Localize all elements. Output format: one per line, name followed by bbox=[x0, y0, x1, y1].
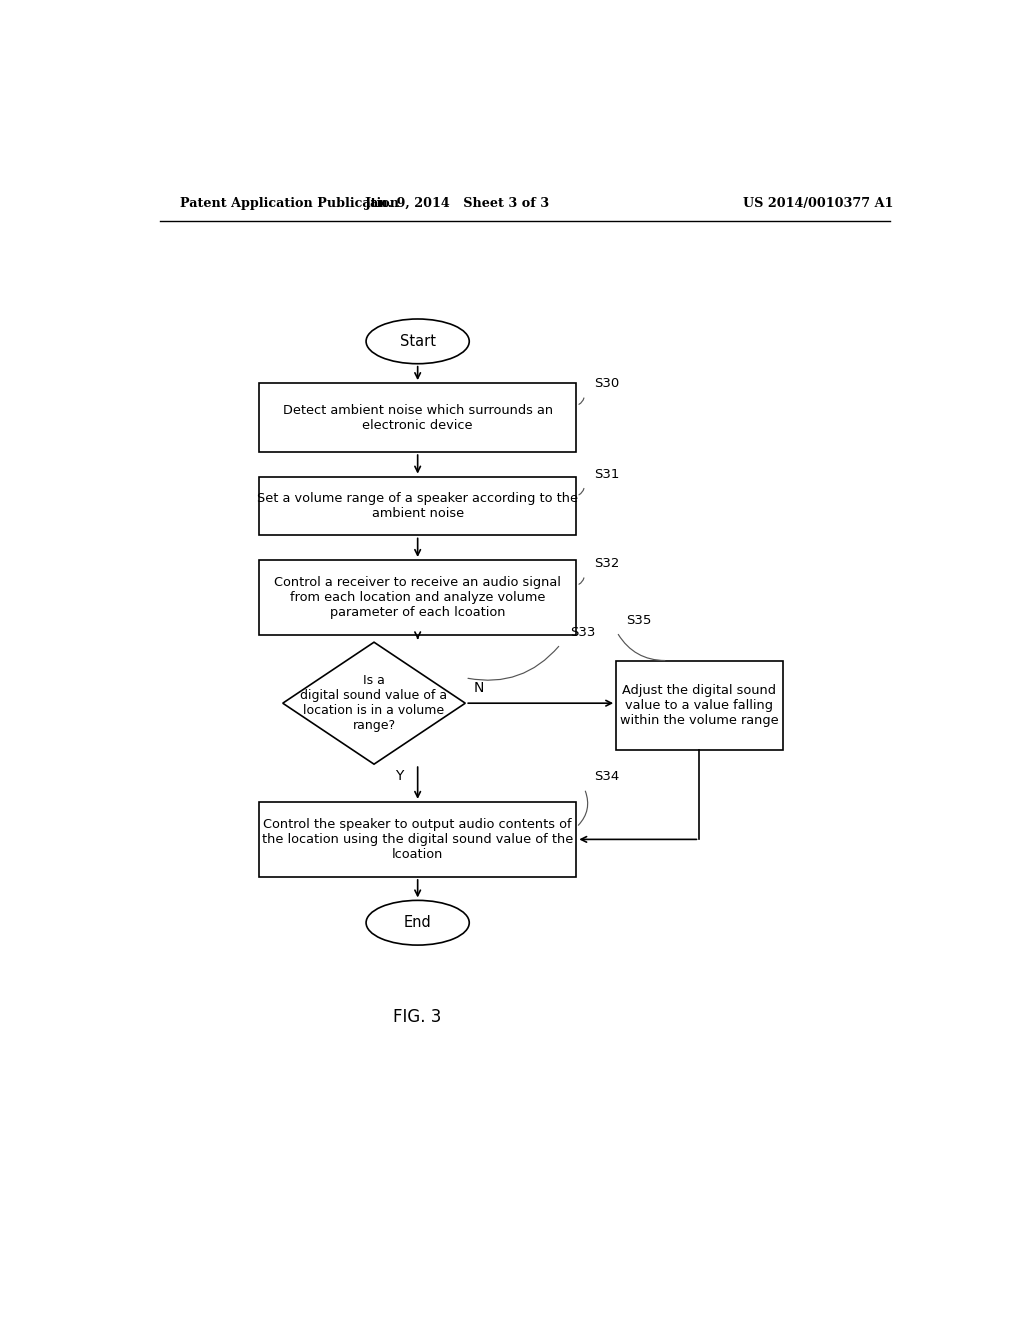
Text: S33: S33 bbox=[570, 626, 595, 639]
Text: Is a
digital sound value of a
location is in a volume
range?: Is a digital sound value of a location i… bbox=[300, 675, 447, 733]
Text: Patent Application Publication: Patent Application Publication bbox=[179, 197, 398, 210]
Text: N: N bbox=[473, 681, 483, 696]
Ellipse shape bbox=[367, 900, 469, 945]
Text: S30: S30 bbox=[594, 378, 620, 391]
Text: S32: S32 bbox=[594, 557, 620, 570]
FancyBboxPatch shape bbox=[259, 477, 577, 536]
FancyBboxPatch shape bbox=[259, 560, 577, 635]
Text: FIG. 3: FIG. 3 bbox=[393, 1008, 441, 1026]
Text: Control a receiver to receive an audio signal
from each location and analyze vol: Control a receiver to receive an audio s… bbox=[274, 576, 561, 619]
Text: S31: S31 bbox=[594, 467, 620, 480]
Text: Jan. 9, 2014   Sheet 3 of 3: Jan. 9, 2014 Sheet 3 of 3 bbox=[365, 197, 550, 210]
FancyBboxPatch shape bbox=[259, 383, 577, 453]
Text: S35: S35 bbox=[627, 614, 651, 627]
Ellipse shape bbox=[367, 319, 469, 364]
Text: Detect ambient noise which surrounds an
electronic device: Detect ambient noise which surrounds an … bbox=[283, 404, 553, 432]
Text: Set a volume range of a speaker according to the
ambient noise: Set a volume range of a speaker accordin… bbox=[257, 492, 579, 520]
FancyBboxPatch shape bbox=[259, 801, 577, 876]
FancyBboxPatch shape bbox=[616, 660, 782, 750]
Text: Start: Start bbox=[399, 334, 435, 348]
Text: US 2014/0010377 A1: US 2014/0010377 A1 bbox=[743, 197, 894, 210]
Text: Control the speaker to output audio contents of
the location using the digital s: Control the speaker to output audio cont… bbox=[262, 818, 573, 861]
Text: End: End bbox=[403, 915, 431, 931]
Text: Y: Y bbox=[395, 770, 403, 783]
Polygon shape bbox=[283, 643, 465, 764]
Text: Adjust the digital sound
value to a value falling
within the volume range: Adjust the digital sound value to a valu… bbox=[621, 684, 778, 727]
Text: S34: S34 bbox=[594, 771, 620, 784]
